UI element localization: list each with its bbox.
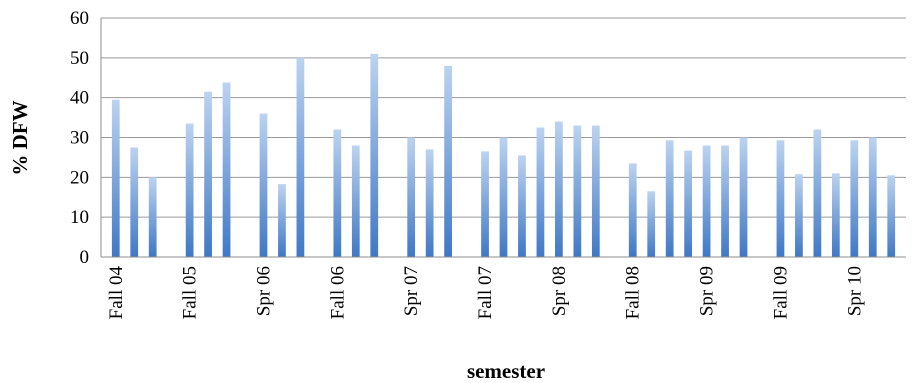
- bar: [407, 137, 416, 257]
- bar: [831, 173, 840, 257]
- x-tick-label: Fall 05: [180, 266, 201, 319]
- bar: [481, 151, 489, 257]
- bar: [296, 57, 305, 258]
- y-tick-label: 60: [70, 8, 89, 29]
- bar: [795, 174, 803, 257]
- bar: [222, 82, 231, 257]
- x-tick-label: Spr 09: [697, 266, 718, 316]
- bar: [518, 155, 526, 257]
- x-tick-labels: Fall 04 Fall 05 Spr 06 Fall 06 Spr 07 Fall 07…: [106, 266, 866, 320]
- bar: [813, 129, 822, 257]
- x-tick-label: Fall 06: [327, 266, 348, 319]
- y-tick-label: 30: [70, 128, 89, 149]
- x-tick-label: Fall 07: [475, 266, 496, 319]
- bar: [185, 123, 194, 257]
- x-tick-label: Spr 08: [549, 266, 570, 316]
- y-tick-label: 50: [70, 48, 89, 69]
- bar: [684, 150, 693, 257]
- bar: [850, 140, 859, 257]
- y-tick-label: 10: [70, 207, 89, 228]
- bar: [333, 129, 342, 257]
- x-tick-label: Fall 08: [623, 266, 644, 319]
- bar: [370, 53, 379, 257]
- bar: [628, 163, 637, 257]
- bar: [702, 145, 711, 257]
- bar: [278, 184, 286, 257]
- bar: [148, 177, 157, 257]
- x-tick-label: Spr 10: [844, 266, 865, 316]
- x-tick-label: Spr 06: [253, 266, 274, 316]
- bar: [647, 191, 656, 257]
- x-tick-label: Fall 09: [770, 266, 791, 319]
- bar: [868, 137, 877, 257]
- bar: [887, 175, 896, 257]
- bar: [776, 140, 785, 257]
- bar: [204, 91, 212, 257]
- y-tick-label: 40: [70, 88, 89, 109]
- y-tick-label: 0: [80, 247, 90, 268]
- bar: [425, 149, 434, 257]
- bars: [111, 53, 896, 258]
- y-tick-labels: 0 10 20 30 40 50 60: [70, 8, 89, 268]
- bar: [536, 127, 545, 258]
- x-axis-title: semester: [467, 359, 545, 383]
- bar: [499, 137, 508, 257]
- bar: [739, 137, 748, 257]
- x-tick-label: Fall 04: [106, 266, 127, 320]
- bar: [665, 140, 674, 257]
- bar: [555, 121, 563, 257]
- bar: [444, 65, 452, 257]
- bar: [130, 147, 139, 257]
- bar: [721, 145, 729, 257]
- bar: [259, 113, 268, 257]
- y-axis-title: % DFW: [8, 100, 32, 175]
- y-tick-label: 20: [70, 167, 89, 188]
- bar: [351, 145, 360, 257]
- bar: [591, 125, 600, 257]
- bar: [573, 125, 582, 257]
- x-tick-label: Spr 07: [401, 266, 422, 316]
- bar: [111, 99, 120, 258]
- axes: [100, 18, 906, 258]
